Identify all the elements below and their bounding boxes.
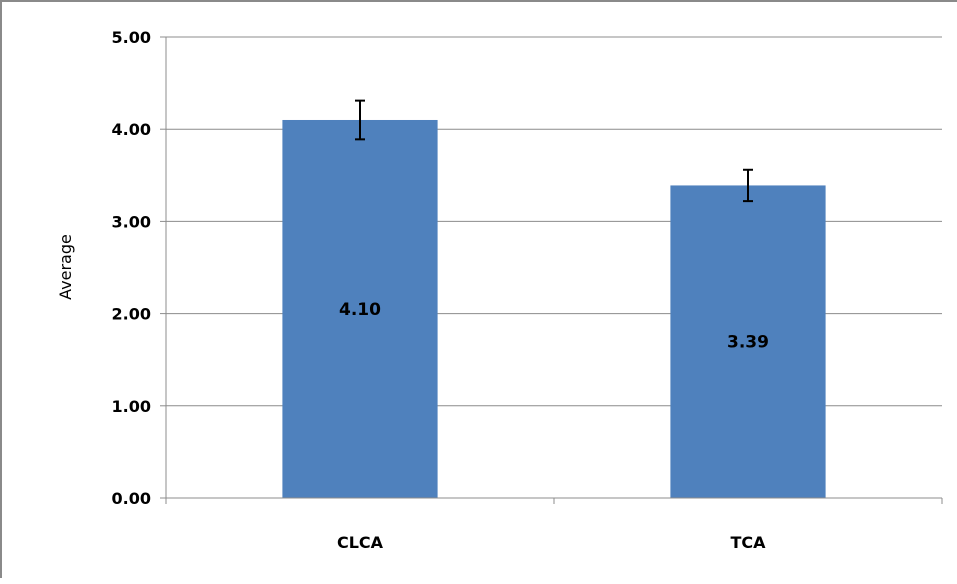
error-bars [355, 99, 753, 203]
bar-clca [282, 119, 438, 498]
y-tick-label: 3.00 [112, 212, 151, 231]
y-tick-label: 4.00 [112, 120, 151, 139]
y-axis-title: Average [56, 234, 75, 300]
y-tick-label: 0.00 [112, 489, 151, 508]
bars [282, 119, 826, 498]
y-tick-label: 1.00 [112, 397, 151, 416]
data-label: 4.10 [339, 300, 381, 320]
x-category-label: CLCA [337, 533, 384, 552]
y-tick-label: 5.00 [112, 28, 151, 47]
bar-tca [670, 185, 826, 498]
axes [160, 36, 943, 504]
x-category-label: TCA [730, 533, 766, 552]
data-label: 3.39 [727, 333, 769, 353]
y-tick-label: 2.00 [112, 305, 151, 324]
labels: 0.00 1.00 2.00 3.00 4.00 5.00 4.10 CLCA 3.39 TCA [112, 28, 769, 552]
